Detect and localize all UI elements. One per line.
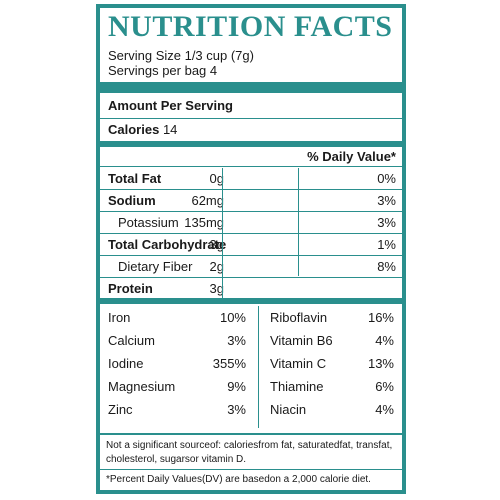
nutrient-daily-value: 3% [377,215,396,230]
nutrient-daily-value: 3% [377,193,396,208]
vitamin-item: Iron 10% [108,310,246,332]
vitamin-value: 355% [212,356,246,371]
nutrient-divider [100,277,402,278]
vitamin-name: Riboflavin [270,310,328,325]
nutrient-row: Total Carbohydrate 3g 1% [100,234,402,256]
thick-divider-top [100,82,402,93]
nutrient-name: Protein [108,281,153,296]
vitamin-value: 4% [375,402,394,417]
vitamin-name: Magnesium [108,379,176,394]
vitamin-value: 3% [227,402,246,417]
divider-dv-header [100,166,402,167]
amount-per-serving-label: Amount Per Serving [108,98,233,113]
nutrient-divider [100,233,402,234]
vitamin-item: Niacin 4% [270,402,394,424]
vitamin-name: Calcium [108,333,155,348]
vitamin-item: Iodine 355% [108,356,246,378]
footnote-significant-source: Not a significant sourceof: caloriesfrom… [106,440,393,465]
nutrient-amount: 3g [209,281,224,296]
nutrient-amount: 3g [209,237,224,252]
nutrient-row: Total Fat 0g 0% [100,168,402,190]
calories-value: 14 [162,122,178,137]
nutrient-amount: 2g [209,259,224,274]
serving-size: Serving Size 1/3 cup (7g) [108,48,254,63]
vitamin-name: Iron [108,310,131,325]
nutrient-row: Potassium 135mg 3% [100,212,402,234]
vitamin-name: Vitamin C [270,356,327,371]
vitamin-item: Calcium 3% [108,333,246,355]
vitamin-value: 16% [367,310,394,325]
vitamin-value: 4% [375,333,394,348]
nutrient-row: Sodium 62mg 3% [100,190,402,212]
vitamin-item: Magnesium 9% [108,379,246,401]
vitamin-item: Thiamine 6% [270,379,394,401]
nutrient-amount: 62mg [191,193,224,208]
vitamin-value: 6% [375,379,394,394]
vitamin-value: 10% [219,310,246,325]
vitamin-name: Thiamine [270,379,324,394]
divider-amount [100,118,402,119]
nutrient-row: Protein 3g [100,278,402,300]
dv-column-divider [298,168,299,276]
nutrient-daily-value: 1% [377,237,396,252]
nutrient-daily-value: 0% [377,171,396,186]
divider-footnote [100,433,402,435]
nutrient-name: Potassium [118,215,179,230]
vitamin-name: Zinc [108,402,133,417]
thick-divider-calories [100,141,402,147]
vitamin-item: Vitamin B6 4% [270,333,394,355]
nutrient-divider [100,255,402,256]
nutrient-name: Total Carbohydrate [108,237,227,252]
nutrient-column-divider [222,168,223,298]
calories-row: Calories 14 [108,122,177,137]
nutrient-row: Dietary Fiber 2g 8% [100,256,402,278]
vitamin-item: Riboflavin 16% [270,310,394,332]
vitamin-value: 9% [227,379,246,394]
divider-footnote-dv [100,469,402,470]
vitamin-name: Niacin [270,402,307,417]
vitamin-column-divider [258,306,259,428]
vitamin-value: 13% [367,356,394,371]
nutrient-daily-value: 8% [377,259,396,274]
vitamin-name: Iodine [108,356,144,371]
thick-divider-vitamins [100,298,402,304]
vitamin-name: Vitamin B6 [270,333,333,348]
daily-value-header: % Daily Value* [307,149,396,164]
nutrient-amount: 0g [209,171,224,186]
calories-label: Calories [108,122,160,137]
nutrient-name: Sodium [108,193,156,208]
nutrition-facts-panel: NUTRITION FACTS Serving Size 1/3 cup (7g… [96,4,406,494]
nutrient-divider [100,211,402,212]
nutrient-name: Dietary Fiber [118,259,193,274]
vitamin-value: 3% [227,333,246,348]
footnote-daily-values: *Percent Daily Values(DV) are basedon a … [106,474,371,485]
nutrition-facts-title: NUTRITION FACTS [108,10,393,43]
vitamin-item: Vitamin C 13% [270,356,394,378]
servings-per-bag: Servings per bag 4 [108,63,218,78]
nutrient-name: Total Fat [108,171,162,186]
vitamin-item: Zinc 3% [108,402,246,424]
nutrient-divider [100,189,402,190]
nutrient-amount: 135mg [184,215,224,230]
